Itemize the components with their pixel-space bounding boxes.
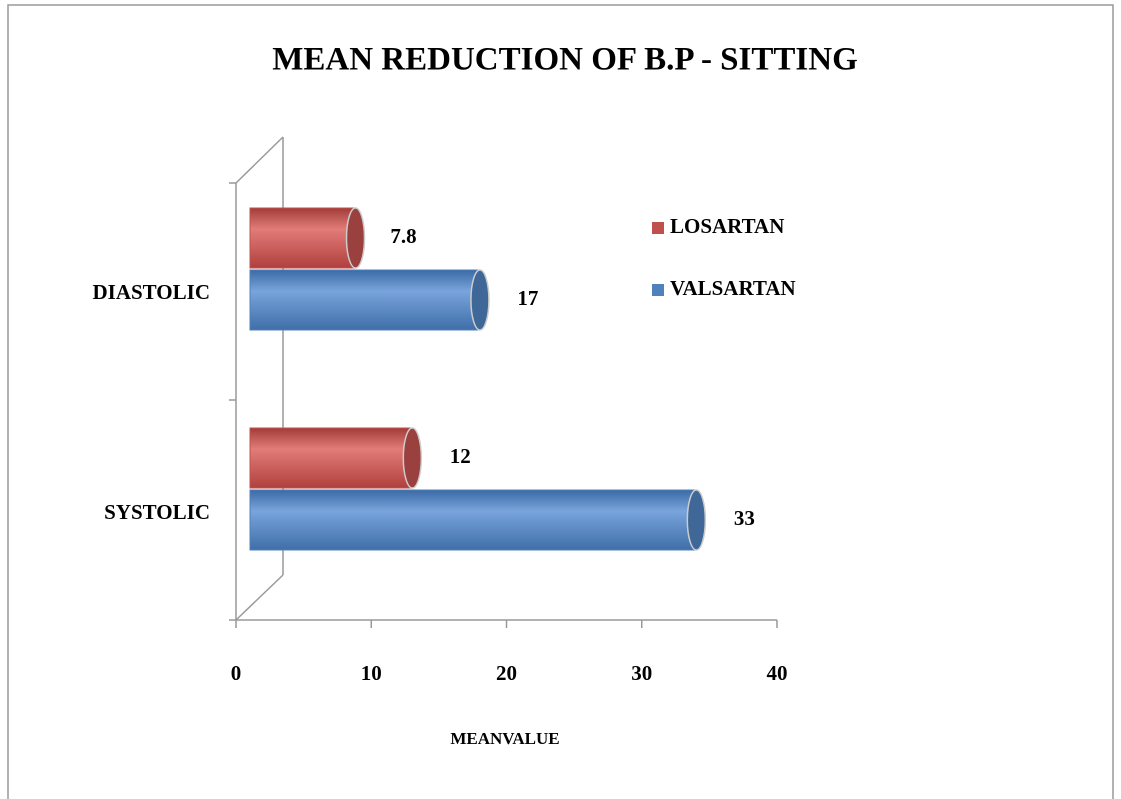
x-tick-label: 0 — [231, 661, 242, 685]
legend-label: VALSARTAN — [670, 276, 796, 300]
value-label: 7.8 — [390, 224, 416, 248]
bar-cap — [686, 489, 707, 551]
x-axis-label: MEANVALUE — [450, 729, 559, 748]
bar-cap — [470, 269, 490, 331]
bar — [249, 269, 481, 331]
bar — [249, 207, 356, 269]
bar — [249, 427, 413, 489]
chart-title: MEAN REDUCTION OF B.P - SITTING — [272, 42, 858, 78]
x-tick-label: 30 — [631, 661, 652, 685]
legend-swatch — [652, 222, 664, 234]
bar-cap — [402, 427, 423, 489]
y-tick-label: DIASTOLIC — [93, 280, 211, 304]
bar-cap — [345, 207, 366, 269]
value-label: 33 — [734, 506, 755, 530]
bar — [249, 489, 697, 551]
y-tick-label: SYSTOLIC — [104, 500, 210, 524]
x-tick-label: 10 — [361, 661, 382, 685]
value-label: 12 — [450, 444, 471, 468]
legend-label: LOSARTAN — [670, 214, 784, 238]
frame — [7, 4, 1114, 799]
x-tick-label: 20 — [496, 661, 517, 685]
legend-swatch — [652, 284, 664, 296]
value-label: 17 — [517, 286, 538, 310]
x-tick-label: 40 — [767, 661, 788, 685]
